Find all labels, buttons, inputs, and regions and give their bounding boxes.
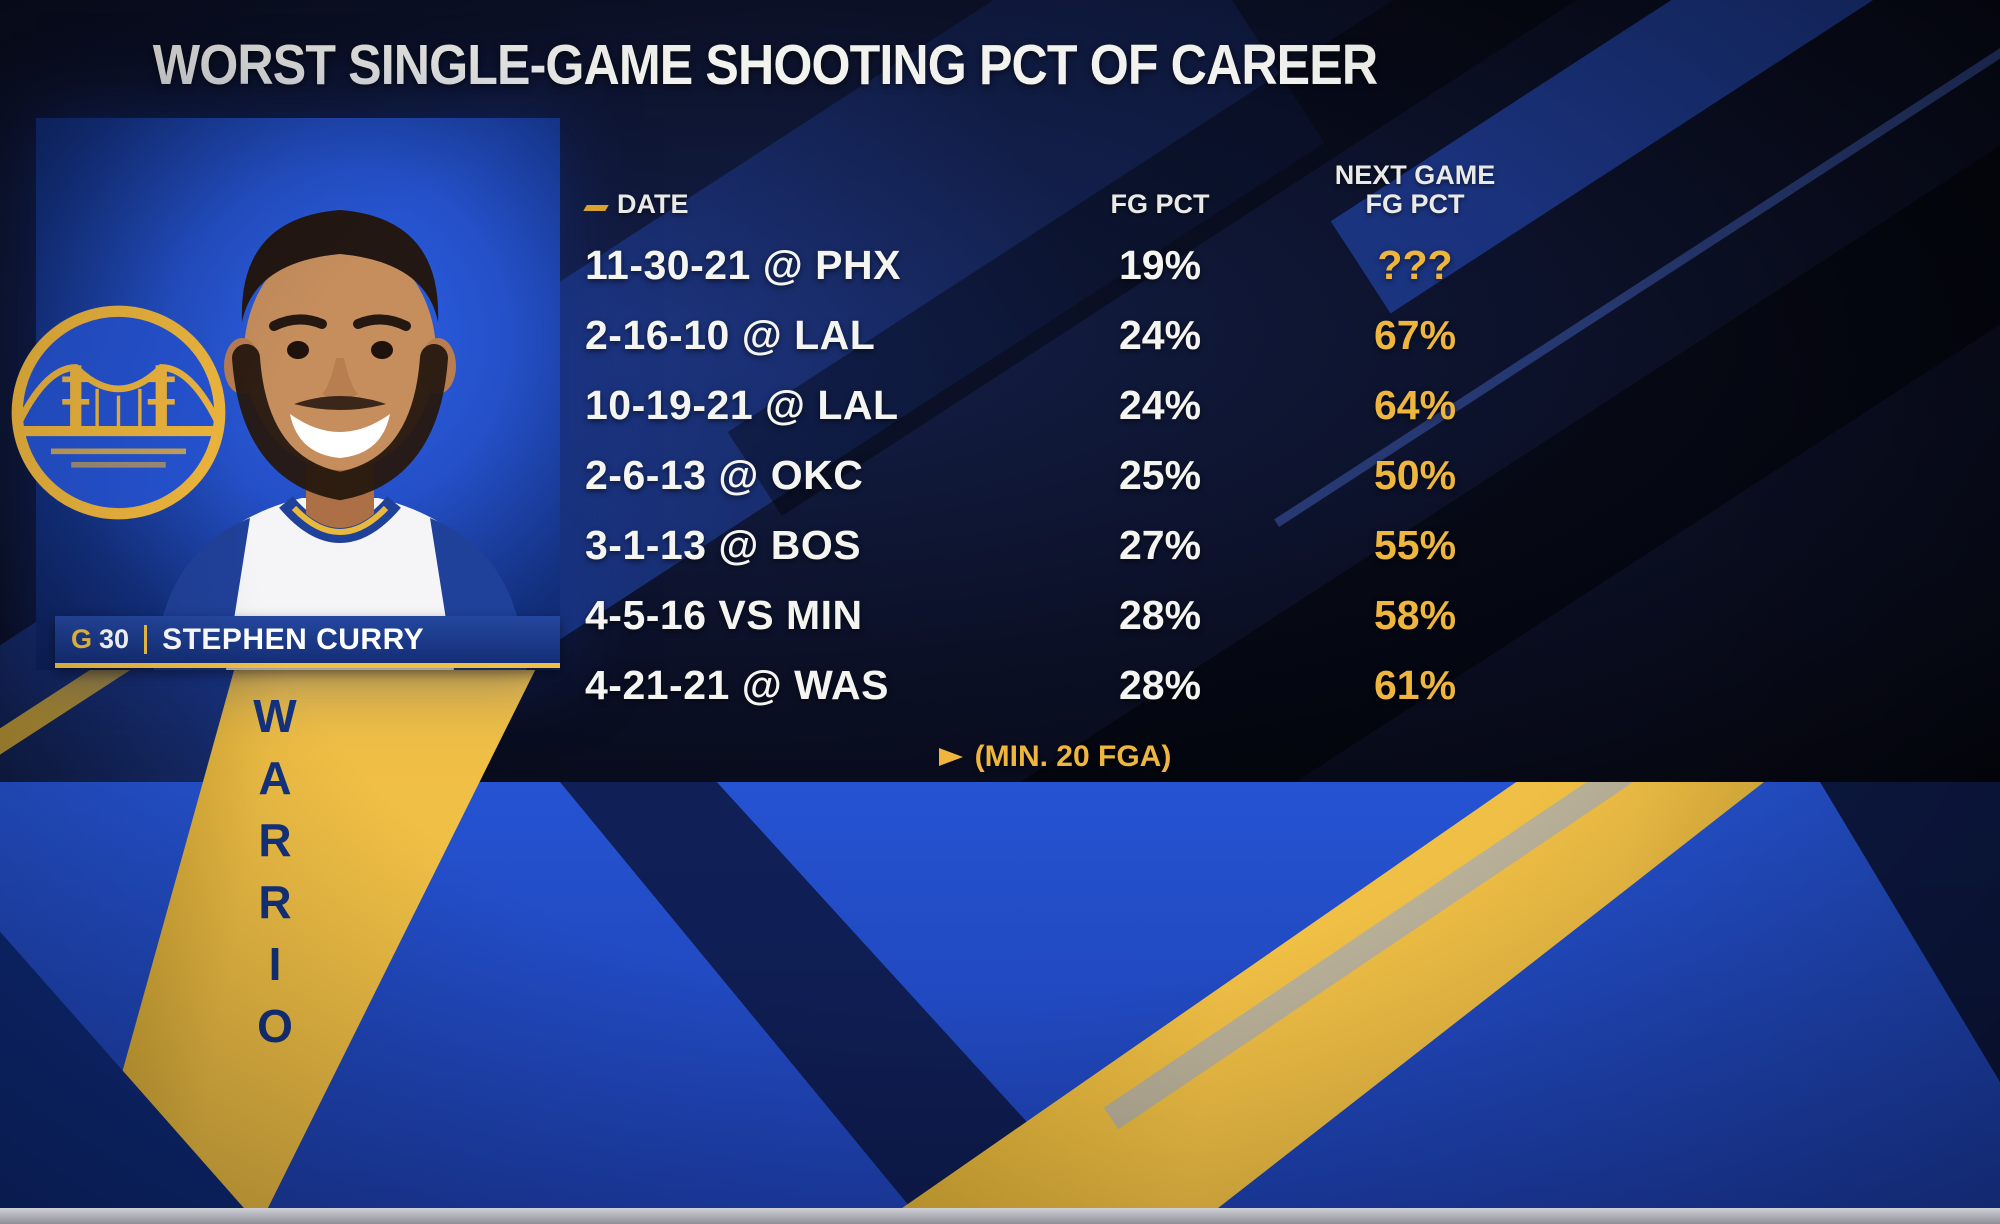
table-header-row: DATE FG PCT NEXT GAME FG PCT bbox=[583, 158, 1525, 230]
background-gold-band bbox=[879, 782, 1764, 1224]
cell-next-game-fg-pct: 55% bbox=[1373, 521, 1457, 568]
cell-fg-pct: 25% bbox=[1118, 451, 1202, 498]
table-row: 4-21-21 @ WAS 28% 61% bbox=[585, 650, 1525, 720]
page-title: WORST SINGLE-GAME SHOOTING PCT OF CAREER bbox=[152, 33, 1378, 97]
player-name: STEPHEN CURRY bbox=[162, 622, 425, 656]
player-name-bar: G 30 STEPHEN CURRY bbox=[55, 616, 560, 668]
footnote-text: (MIN. 20 FGA) bbox=[974, 740, 1172, 773]
pointer-icon bbox=[938, 748, 963, 766]
tv-bezel bbox=[0, 1208, 2000, 1224]
table-row: 11-30-21 @ PHX 19% ??? bbox=[585, 230, 1525, 300]
cell-date: 11-30-21 @ PHX bbox=[585, 241, 901, 288]
cell-date: 3-1-13 @ BOS bbox=[585, 521, 862, 568]
cell-next-game-fg-pct: 67% bbox=[1373, 311, 1457, 358]
col-header-date-label: DATE bbox=[617, 189, 689, 219]
player-number: 30 bbox=[99, 624, 130, 654]
header-tick-icon bbox=[583, 205, 609, 211]
table-row: 2-6-13 @ OKC 25% 50% bbox=[585, 440, 1525, 510]
cell-date: 10-19-21 @ LAL bbox=[585, 381, 899, 428]
col-header-next-game: NEXT GAME FG PCT bbox=[1305, 159, 1525, 230]
cell-fg-pct: 28% bbox=[1118, 591, 1202, 638]
table-row: 4-5-16 VS MIN 28% 58% bbox=[585, 580, 1525, 650]
cell-next-game-fg-pct: ??? bbox=[1377, 241, 1453, 288]
cell-fg-pct: 28% bbox=[1118, 661, 1202, 708]
cell-fg-pct: 24% bbox=[1118, 381, 1202, 428]
cell-next-game-fg-pct: 61% bbox=[1373, 661, 1457, 708]
cell-next-game-fg-pct: 50% bbox=[1373, 451, 1457, 498]
table-row: 3-1-13 @ BOS 27% 55% bbox=[585, 510, 1525, 580]
stats-table: DATE FG PCT NEXT GAME FG PCT 11-30-21 @ … bbox=[583, 158, 1525, 774]
col-header-next-game-line1: NEXT GAME bbox=[1334, 159, 1496, 190]
cell-date: 4-5-16 VS MIN bbox=[585, 591, 863, 638]
col-header-fg-pct: FG PCT bbox=[1110, 189, 1210, 219]
col-header-date: DATE bbox=[583, 189, 1015, 230]
table-row: 10-19-21 @ LAL 24% 64% bbox=[585, 370, 1525, 440]
cell-date: 2-16-10 @ LAL bbox=[585, 311, 876, 358]
name-bar-divider bbox=[144, 624, 148, 655]
cell-date: 4-21-21 @ WAS bbox=[585, 661, 889, 708]
cell-fg-pct: 24% bbox=[1118, 311, 1202, 358]
cell-date: 2-6-13 @ OKC bbox=[585, 451, 864, 498]
footnote: (MIN. 20 FGA) bbox=[585, 740, 1525, 774]
table-row: 2-16-10 @ LAL 24% 67% bbox=[585, 300, 1525, 370]
player-position: G bbox=[71, 624, 93, 654]
warriors-logo-icon bbox=[11, 305, 226, 520]
background-streak bbox=[1820, 782, 2000, 1082]
player-photo bbox=[154, 210, 526, 670]
col-header-next-game-line2: FG PCT bbox=[1365, 189, 1465, 220]
warriors-vertical-text: WARRIO bbox=[249, 690, 301, 1062]
cell-next-game-fg-pct: 64% bbox=[1373, 381, 1457, 428]
cell-fg-pct: 27% bbox=[1118, 521, 1202, 568]
cell-next-game-fg-pct: 58% bbox=[1373, 591, 1457, 638]
cell-fg-pct: 19% bbox=[1118, 241, 1202, 288]
